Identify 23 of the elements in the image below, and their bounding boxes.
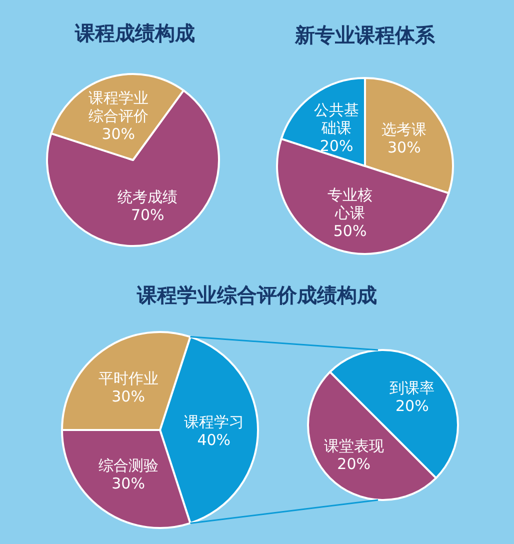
data-label: 30%: [387, 138, 421, 157]
slice-label: 课堂表现: [324, 437, 384, 456]
chart-title: 课程学业综合评价成绩构成: [136, 283, 377, 307]
data-label: 50%: [333, 222, 367, 240]
slice-label: 平时作业: [98, 369, 158, 388]
slice-label: 综合测验: [98, 456, 158, 475]
data-label: 70%: [130, 206, 164, 224]
slice-label: 统考成绩: [118, 188, 178, 206]
data-label: 30%: [112, 387, 145, 406]
data-label: 20%: [337, 455, 371, 474]
slice-label: 专业核心课: [328, 186, 373, 222]
data-label: 40%: [197, 431, 231, 449]
slice-label: 公共基础课: [314, 100, 360, 137]
data-label: 20%: [395, 396, 429, 415]
data-label: 30%: [102, 125, 136, 144]
chart-title: 新专业课程体系: [294, 23, 436, 47]
slice-label: 到课率: [390, 378, 435, 397]
data-label: 20%: [320, 136, 354, 155]
slice-label: 课程学业综合评价: [88, 89, 148, 126]
chart-title: 课程成绩构成: [74, 21, 195, 45]
slice-label: 课程学习: [184, 413, 244, 431]
data-label: 30%: [112, 474, 145, 493]
slice-label: 选考课: [382, 120, 427, 139]
